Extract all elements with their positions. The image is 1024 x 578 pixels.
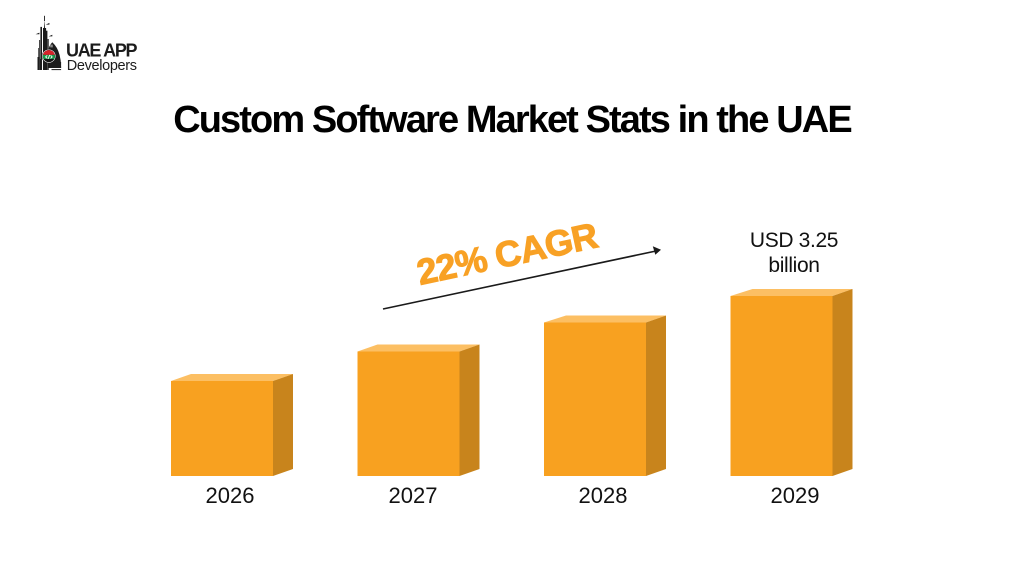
svg-text:UAE APP: UAE APP [66,41,138,61]
svg-text:Developers: Developers [67,58,137,74]
svg-text:22% CAGR: 22% CAGR [413,214,601,292]
